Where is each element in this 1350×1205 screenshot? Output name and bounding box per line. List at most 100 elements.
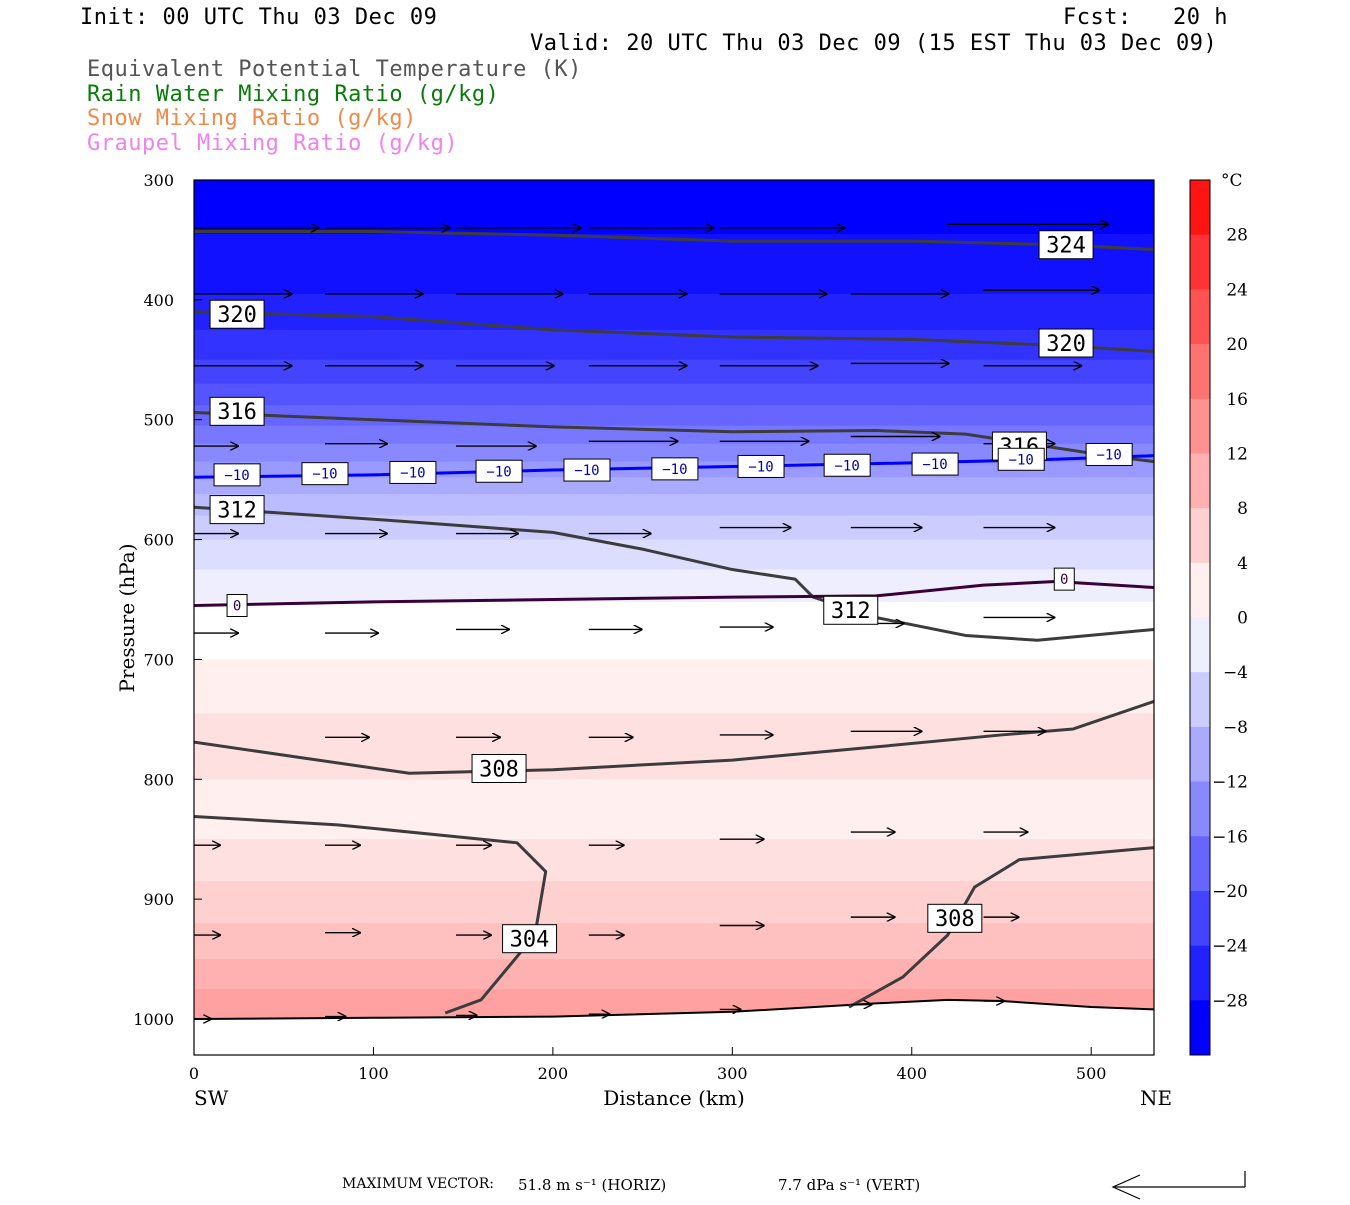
- colorbar-label: −28: [1212, 991, 1248, 1011]
- theta-e-contour-308: [194, 699, 1154, 775]
- isotherm-minus10-label-box: [389, 460, 437, 484]
- reference-vector-icon: [1111, 1171, 1246, 1200]
- isotherm-minus10-label-box: [301, 462, 349, 486]
- theta-e-label-308: 308: [479, 757, 519, 782]
- theta-e-label-308-box: [927, 903, 983, 933]
- y-tick-label: 400: [143, 291, 174, 310]
- temperature-band: [194, 659, 1154, 714]
- colorbar-label: −4: [1223, 663, 1248, 683]
- colorbar-segment: [1190, 453, 1210, 509]
- theta-e-label-312: 312: [831, 599, 871, 624]
- colorbar-segment: [1190, 289, 1210, 345]
- y-axis-label: Pressure (hPa): [115, 544, 139, 693]
- colorbar-segment: [1190, 398, 1210, 454]
- theta-e-label-316: 316: [217, 400, 257, 425]
- temperature-band: [194, 923, 1154, 960]
- theta-e-label-320: 320: [217, 303, 257, 328]
- colorbar-segment: [1190, 781, 1210, 837]
- isotherm-zero-label: 0: [1060, 572, 1068, 588]
- theta-e-label-320-box: [209, 299, 265, 329]
- legend-snow: Snow Mixing Ratio (g/kg): [87, 106, 417, 131]
- temperature-band: [194, 180, 1154, 235]
- below-ground-area: [194, 999, 1154, 1055]
- colorbar-label: 28: [1226, 226, 1248, 246]
- y-tick-label: 800: [143, 770, 174, 789]
- isotherm-minus10-label-box: [911, 452, 959, 476]
- temperature-band: [194, 425, 1154, 445]
- wind-vectors: [194, 224, 1110, 1019]
- isotherm-minus10-line: [194, 454, 1154, 479]
- theta-e-label-324: 324: [1046, 234, 1086, 259]
- isotherm-minus10-label: −10: [574, 463, 599, 479]
- theta-e-label-308: 308: [935, 907, 975, 932]
- theta-e-contour-312: [194, 505, 1154, 642]
- x-tick-label: 0: [189, 1064, 199, 1083]
- max-vector-horiz: 51.8 m s⁻¹ (HORIZ): [518, 1176, 667, 1194]
- isotherm-zero-line: [194, 580, 1154, 607]
- ground-line: [194, 998, 1154, 1020]
- isotherm-minus10-label-box: [737, 454, 785, 478]
- colorbar-label: −8: [1223, 718, 1248, 738]
- isotherm-zero-label: 0: [233, 599, 241, 615]
- x-left-endpoint-label: SW: [194, 1086, 229, 1110]
- theta-e-label-320-box: [1038, 328, 1094, 358]
- colorbar-segment: [1190, 234, 1210, 290]
- valid-time: Valid: 20 UTC Thu 03 Dec 09 (15 EST Thu …: [530, 31, 1218, 56]
- colorbar-segment: [1190, 180, 1210, 236]
- colorbar-label: 0: [1237, 609, 1248, 629]
- x-axis-label: Distance (km): [603, 1086, 745, 1110]
- legend-graupel: Graupel Mixing Ratio (g/kg): [87, 131, 459, 156]
- colorbar-frame: [1189, 179, 1211, 1056]
- y-tick-label: 900: [143, 890, 174, 909]
- legend-theta-e: Equivalent Potential Temperature (K): [87, 57, 582, 82]
- colorbar-segment: [1190, 508, 1210, 564]
- forecast-hour: Fcst: 20 h: [1063, 5, 1228, 30]
- theta-e-label-312-box: [823, 595, 879, 625]
- temperature-band: [194, 494, 1154, 517]
- colorbar-label: −24: [1212, 937, 1248, 957]
- isotherm-minus10-label-box: [1085, 442, 1133, 466]
- y-tick-label: 1000: [133, 1010, 174, 1029]
- isotherm-minus10-label: −10: [400, 465, 425, 481]
- isotherm-minus10-label: −10: [835, 458, 860, 474]
- max-vector-vert: 7.7 dPa s⁻¹ (VERT): [778, 1176, 921, 1194]
- theta-e-label-316-box: [209, 396, 265, 426]
- colorbar-segment: [1190, 726, 1210, 783]
- colorbar-label: 8: [1237, 499, 1248, 519]
- colorbar-label: 24: [1226, 280, 1248, 300]
- temperature-band: [194, 601, 1154, 660]
- isotherm-minus10-label-box: [563, 458, 611, 482]
- x-tick-label: 500: [1076, 1064, 1107, 1083]
- colorbar-segment: [1190, 562, 1210, 618]
- isotherm-minus10-label: −10: [748, 459, 773, 475]
- x-tick-label: 200: [538, 1064, 569, 1083]
- y-tick-label: 600: [143, 531, 174, 550]
- isotherm-minus10-label: −10: [312, 467, 337, 483]
- colorbar-segment: [1190, 617, 1210, 673]
- isotherm-minus10-label-box: [651, 457, 699, 481]
- colorbar-segment: [1190, 836, 1210, 892]
- isotherm-zero-label-box: [1053, 567, 1075, 591]
- isotherm-minus10-label-box: [823, 453, 871, 477]
- isotherm-minus10-label: −10: [662, 462, 687, 478]
- colorbar-label: −16: [1212, 827, 1248, 847]
- colorbar-segment: [1190, 890, 1210, 947]
- theta-e-label-312: 312: [217, 499, 257, 524]
- x-right-endpoint-label: NE: [1140, 1086, 1172, 1110]
- temperature-band: [194, 713, 1154, 780]
- theta-e-label-304: 304: [510, 928, 550, 953]
- theta-e-label-312-box: [209, 495, 265, 525]
- plot-frame: [193, 179, 1155, 1056]
- temperature-band: [194, 405, 1154, 427]
- theta-e-label-304-box: [502, 924, 558, 954]
- colorbar-label: −20: [1212, 882, 1248, 902]
- x-tick-label: 300: [717, 1064, 748, 1083]
- colorbar-segment: [1190, 945, 1210, 1001]
- max-vector-label: MAXIMUM VECTOR:: [342, 1176, 494, 1192]
- theta-e-contour-316: [194, 411, 1154, 464]
- isotherm-minus10-label-box: [475, 459, 523, 483]
- y-tick-label: 500: [143, 411, 174, 430]
- theta-e-label-320: 320: [1046, 332, 1086, 357]
